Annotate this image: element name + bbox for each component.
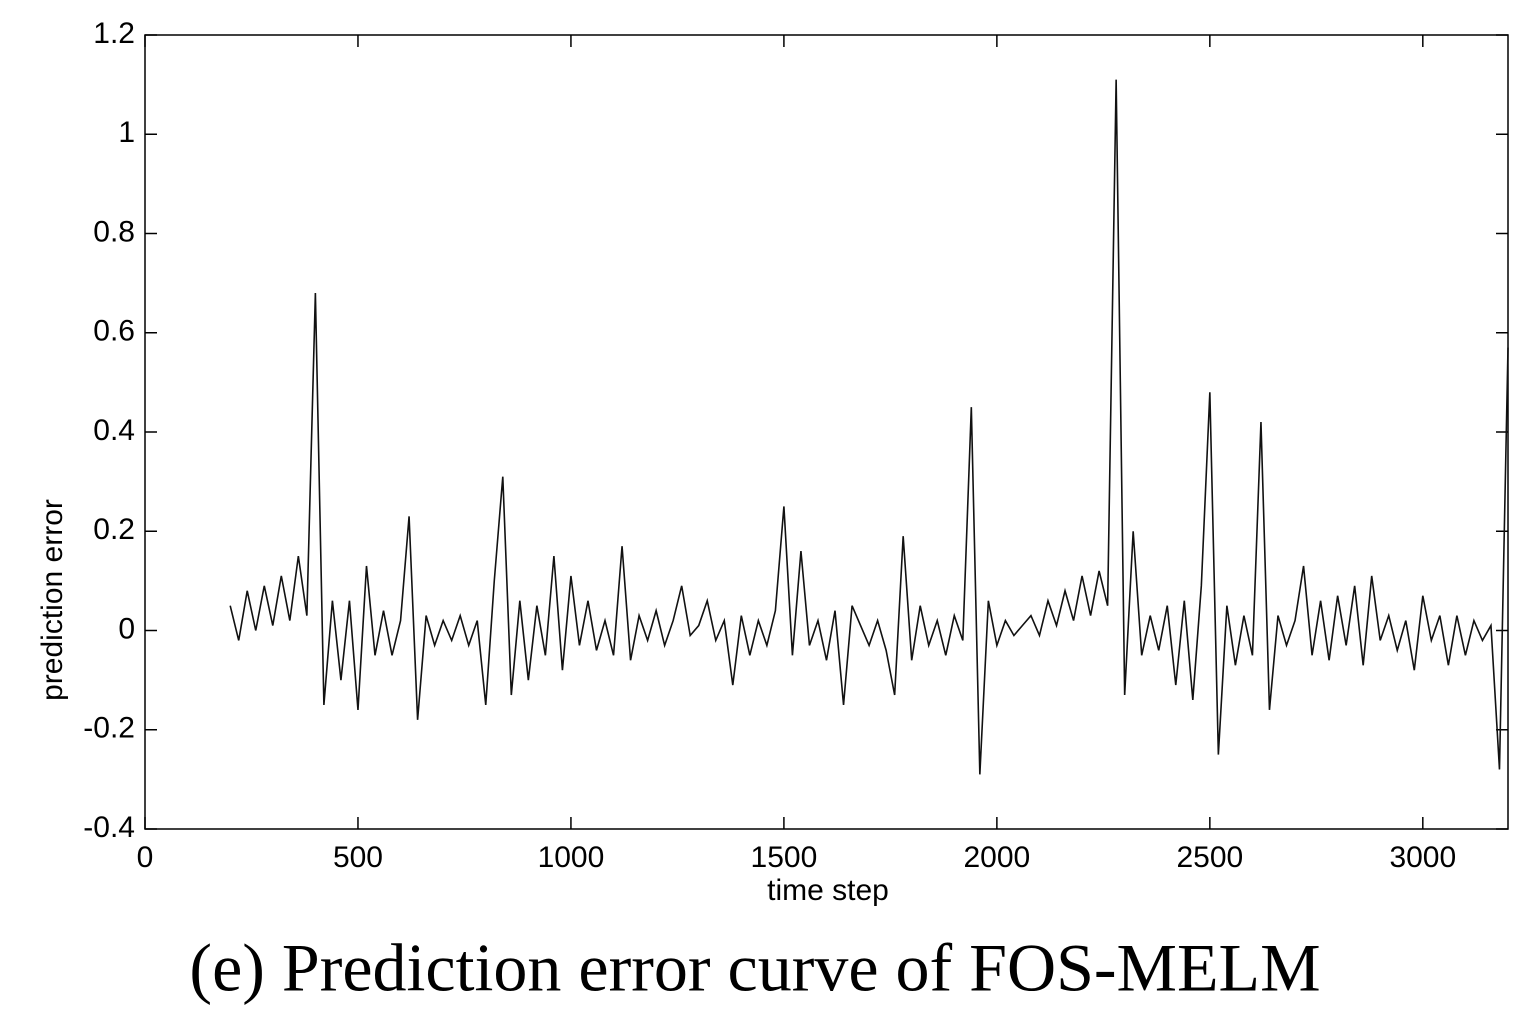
y-tick-label: 0.6: [93, 315, 135, 348]
x-axis-label: time step: [767, 874, 889, 907]
y-tick-label: -0.2: [83, 712, 135, 745]
x-tick-label: 500: [333, 841, 383, 874]
y-tick-label: 0.4: [93, 414, 135, 447]
y-tick-label: 0: [118, 612, 135, 645]
x-tick-label: 3000: [1389, 841, 1456, 874]
x-tick-label: 1000: [538, 841, 605, 874]
y-tick-label: 0.8: [93, 215, 135, 248]
plot-frame: [144, 34, 1509, 830]
x-tick-label: 1500: [751, 841, 818, 874]
y-tick-label: 0.2: [93, 513, 135, 546]
caption: (e) Prediction error curve of FOS-MELM: [189, 930, 1320, 1006]
x-tick-label: 2500: [1176, 841, 1243, 874]
error-line: [229, 79, 1509, 775]
y-tick-label: -0.4: [83, 811, 135, 844]
y-tick-label: 1.2: [93, 17, 135, 50]
y-tick-label: 1: [118, 116, 135, 149]
x-tick-label: 2000: [964, 841, 1031, 874]
y-axis-label: prediction error: [36, 499, 69, 701]
x-tick-label: 0: [137, 841, 154, 874]
